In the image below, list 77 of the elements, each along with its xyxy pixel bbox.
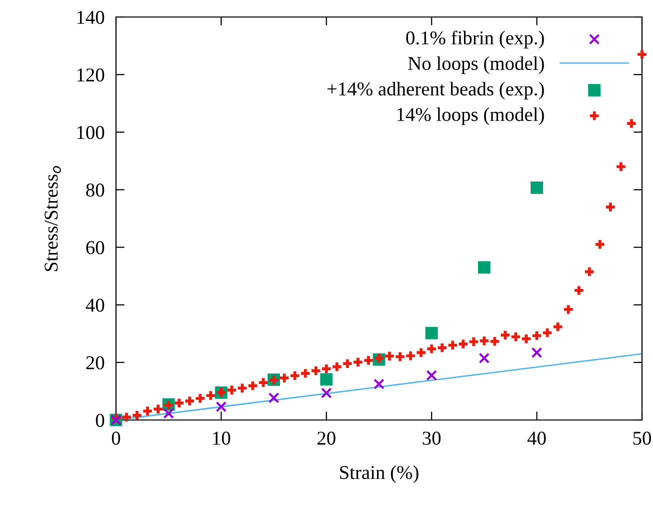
point (606, 202, 615, 212)
point (616, 162, 626, 172)
y-tick-label: 140 (77, 10, 104, 24)
point (332, 362, 342, 372)
x-axis-title: Strain (%) (340, 465, 418, 484)
point (416, 348, 426, 358)
point (174, 398, 184, 408)
point (638, 50, 646, 59)
point (343, 359, 352, 368)
point (427, 344, 436, 354)
point (478, 261, 490, 274)
x-tick-label: 20 (318, 432, 336, 445)
point (268, 392, 280, 404)
point (585, 267, 594, 276)
point (531, 347, 542, 358)
y-tick-label: 80 (86, 184, 104, 197)
point (426, 370, 438, 381)
y-tick-label: 100 (77, 126, 104, 140)
legend-label: +14% adherent beads (exp.) (327, 82, 544, 100)
point (553, 322, 562, 332)
y-tick-label: 40 (86, 298, 104, 312)
point (163, 408, 174, 419)
point (522, 334, 531, 344)
point (564, 305, 573, 314)
point (258, 378, 268, 387)
point (320, 388, 332, 398)
point (206, 391, 216, 400)
point (469, 337, 478, 346)
point (364, 356, 373, 365)
point (396, 352, 404, 362)
point (406, 351, 415, 360)
point (532, 331, 542, 340)
point (448, 340, 458, 350)
point (627, 119, 636, 128)
point (311, 366, 320, 376)
x-tick-label: 0 (112, 432, 120, 445)
point (320, 373, 333, 386)
legend-label: 0.1% fibrin (exp.) (406, 30, 544, 48)
point (374, 378, 384, 390)
point (500, 330, 510, 340)
point (511, 332, 520, 342)
legend-label: 14% loops (model) (397, 107, 544, 126)
y-tick-label: 0 (96, 414, 104, 427)
x-tick-label: 10 (213, 432, 230, 445)
point (238, 384, 247, 392)
point (354, 358, 362, 367)
point (425, 326, 438, 340)
point (490, 337, 500, 346)
point (143, 406, 152, 416)
point (122, 412, 131, 422)
point (322, 364, 331, 374)
legend-label: No loops (model) (408, 56, 544, 74)
point (216, 401, 227, 412)
y-axis-title: Stress/Stress$_{o}$ (44, 166, 61, 271)
point (574, 286, 584, 295)
x-tick-label: 40 (527, 432, 546, 445)
point (478, 352, 490, 364)
point (227, 386, 236, 394)
y-tick-label: 60 (86, 241, 104, 254)
point (154, 404, 162, 414)
point (438, 343, 447, 352)
point (458, 340, 468, 348)
point (300, 368, 310, 378)
x-tick-label: 50 (633, 432, 651, 445)
point (542, 328, 552, 338)
x-tick-label: 30 (422, 432, 441, 445)
point (596, 240, 604, 249)
point (290, 371, 300, 380)
y-tick-label: 120 (77, 68, 104, 82)
point (280, 374, 289, 382)
point (530, 181, 544, 194)
point (132, 411, 142, 420)
y-tick-label: 20 (86, 356, 104, 370)
point (480, 336, 489, 346)
point (385, 352, 394, 360)
point (185, 396, 194, 406)
point (196, 394, 205, 403)
